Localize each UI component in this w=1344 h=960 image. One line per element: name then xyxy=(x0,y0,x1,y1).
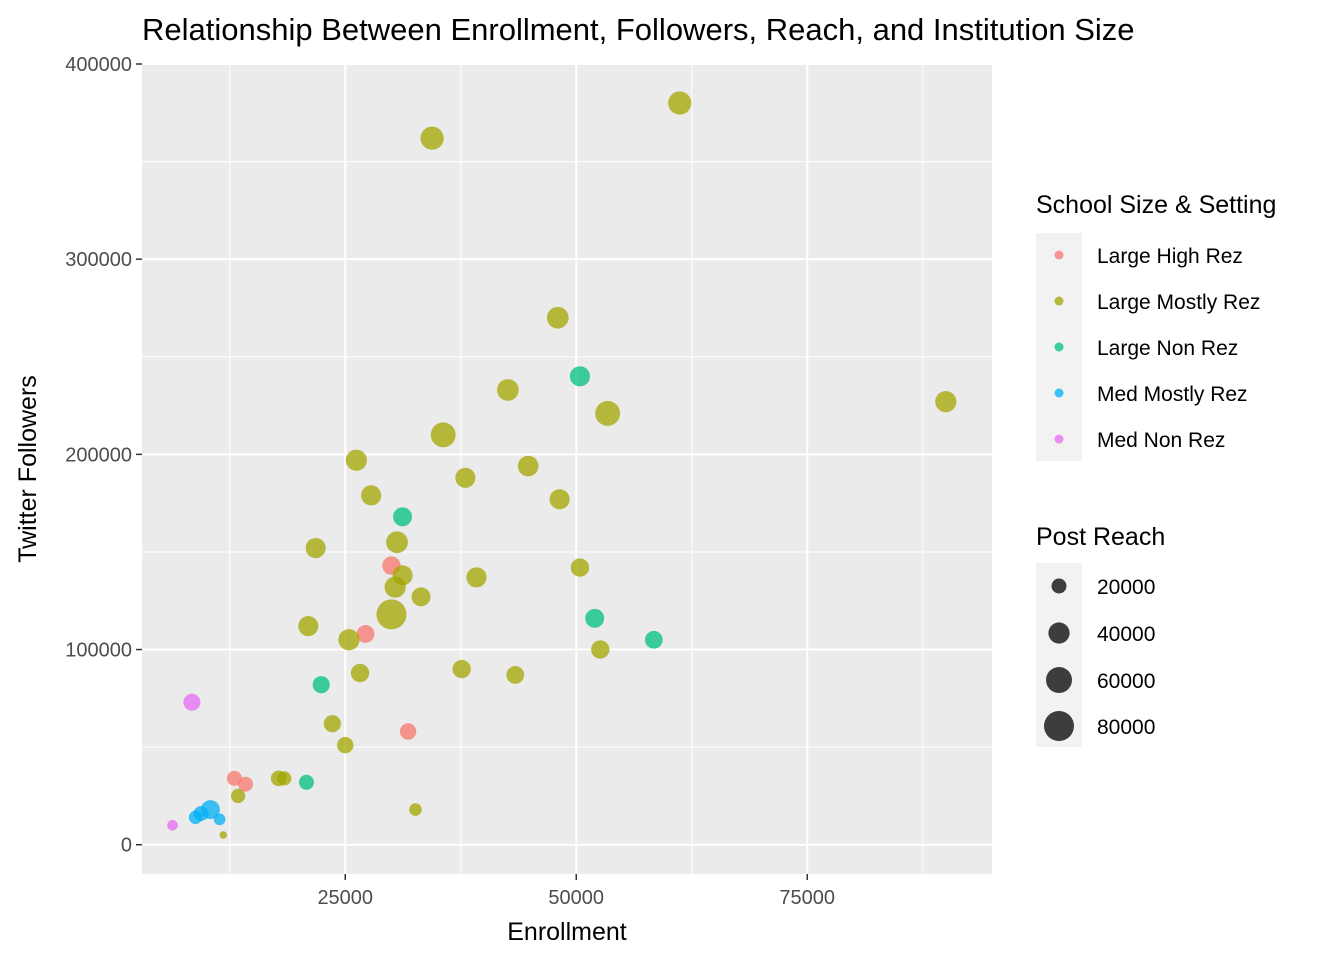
data-point xyxy=(570,558,590,577)
color-legend-key xyxy=(1054,296,1064,306)
data-point xyxy=(668,91,692,115)
data-point xyxy=(167,819,178,831)
data-point xyxy=(591,640,610,659)
size-legend: Post Reach 20000 40000 60000 80000 xyxy=(1036,523,1165,747)
data-point xyxy=(549,489,570,510)
x-axis-title: Enrollment xyxy=(507,918,627,946)
size-legend-label: 40000 xyxy=(1097,623,1155,646)
y-axis-ticks: 0 100000 200000 300000 400000 xyxy=(65,54,142,857)
data-point xyxy=(411,587,431,607)
data-point xyxy=(452,659,471,679)
color-legend-key xyxy=(1054,342,1064,352)
data-points xyxy=(167,91,957,839)
data-point xyxy=(455,467,476,488)
data-point xyxy=(496,379,519,401)
color-legend-label: Large Non Rez xyxy=(1097,337,1238,360)
color-legend-label: Med Mostly Rez xyxy=(1097,383,1248,406)
size-legend-key xyxy=(1048,622,1070,644)
data-point xyxy=(298,774,314,790)
data-point xyxy=(384,576,406,598)
x-axis-ticks: 25000 50000 75000 xyxy=(317,874,835,909)
data-point xyxy=(183,693,201,711)
data-point xyxy=(569,366,591,387)
color-legend-label: Large High Rez xyxy=(1097,245,1243,268)
data-point xyxy=(361,485,382,506)
color-legend-label: Large Mostly Rez xyxy=(1097,291,1260,314)
plot-panel xyxy=(142,64,992,874)
chart-title: Relationship Between Enrollment, Followe… xyxy=(142,12,1135,47)
data-point xyxy=(230,788,246,804)
size-legend-key xyxy=(1051,578,1067,594)
data-point xyxy=(466,567,487,588)
data-point xyxy=(546,306,569,329)
color-legend-key xyxy=(1054,388,1064,398)
data-point xyxy=(644,630,663,649)
x-tick-label: 50000 xyxy=(548,887,604,909)
data-point xyxy=(420,126,444,150)
data-point xyxy=(305,537,326,559)
data-point xyxy=(337,736,354,754)
data-point xyxy=(409,803,422,816)
data-point xyxy=(350,663,370,683)
data-point xyxy=(312,676,330,694)
y-tick-label: 300000 xyxy=(65,249,132,271)
size-legend-title: Post Reach xyxy=(1036,523,1165,551)
data-point xyxy=(376,599,407,630)
data-point xyxy=(585,608,605,628)
y-tick-label: 200000 xyxy=(65,444,132,466)
x-tick-label: 25000 xyxy=(317,887,373,909)
data-point xyxy=(277,771,292,786)
data-point xyxy=(399,723,417,740)
y-tick-label: 400000 xyxy=(65,54,132,76)
data-point xyxy=(430,422,456,448)
data-point xyxy=(345,449,367,471)
color-legend: School Size & Setting Large High Rez Larg… xyxy=(1036,191,1276,461)
data-point xyxy=(323,715,341,733)
data-point xyxy=(935,391,957,413)
size-legend-key xyxy=(1043,710,1075,742)
data-point xyxy=(517,455,539,477)
size-legend-label: 20000 xyxy=(1097,576,1155,599)
data-point xyxy=(213,813,226,826)
data-point xyxy=(219,831,228,839)
size-legend-label: 80000 xyxy=(1097,716,1155,739)
y-tick-label: 100000 xyxy=(65,640,132,662)
y-axis-title: Twitter Followers xyxy=(14,375,42,563)
data-point xyxy=(226,770,242,786)
data-point xyxy=(237,776,253,792)
grid-lines xyxy=(142,63,992,874)
data-point xyxy=(595,400,621,426)
x-tick-label: 75000 xyxy=(779,887,835,909)
color-legend-key xyxy=(1054,434,1064,444)
data-point xyxy=(338,629,360,651)
size-legend-key xyxy=(1046,667,1072,693)
data-point xyxy=(506,666,525,684)
color-legend-label: Med Non Rez xyxy=(1097,429,1225,452)
data-point xyxy=(393,507,413,527)
data-point xyxy=(298,616,319,637)
data-point xyxy=(386,531,408,554)
color-legend-key xyxy=(1054,250,1064,260)
color-legend-title: School Size & Setting xyxy=(1036,191,1276,219)
data-point xyxy=(356,625,375,643)
size-legend-label: 60000 xyxy=(1097,670,1155,693)
y-tick-label: 0 xyxy=(121,835,132,857)
data-point xyxy=(188,810,203,825)
